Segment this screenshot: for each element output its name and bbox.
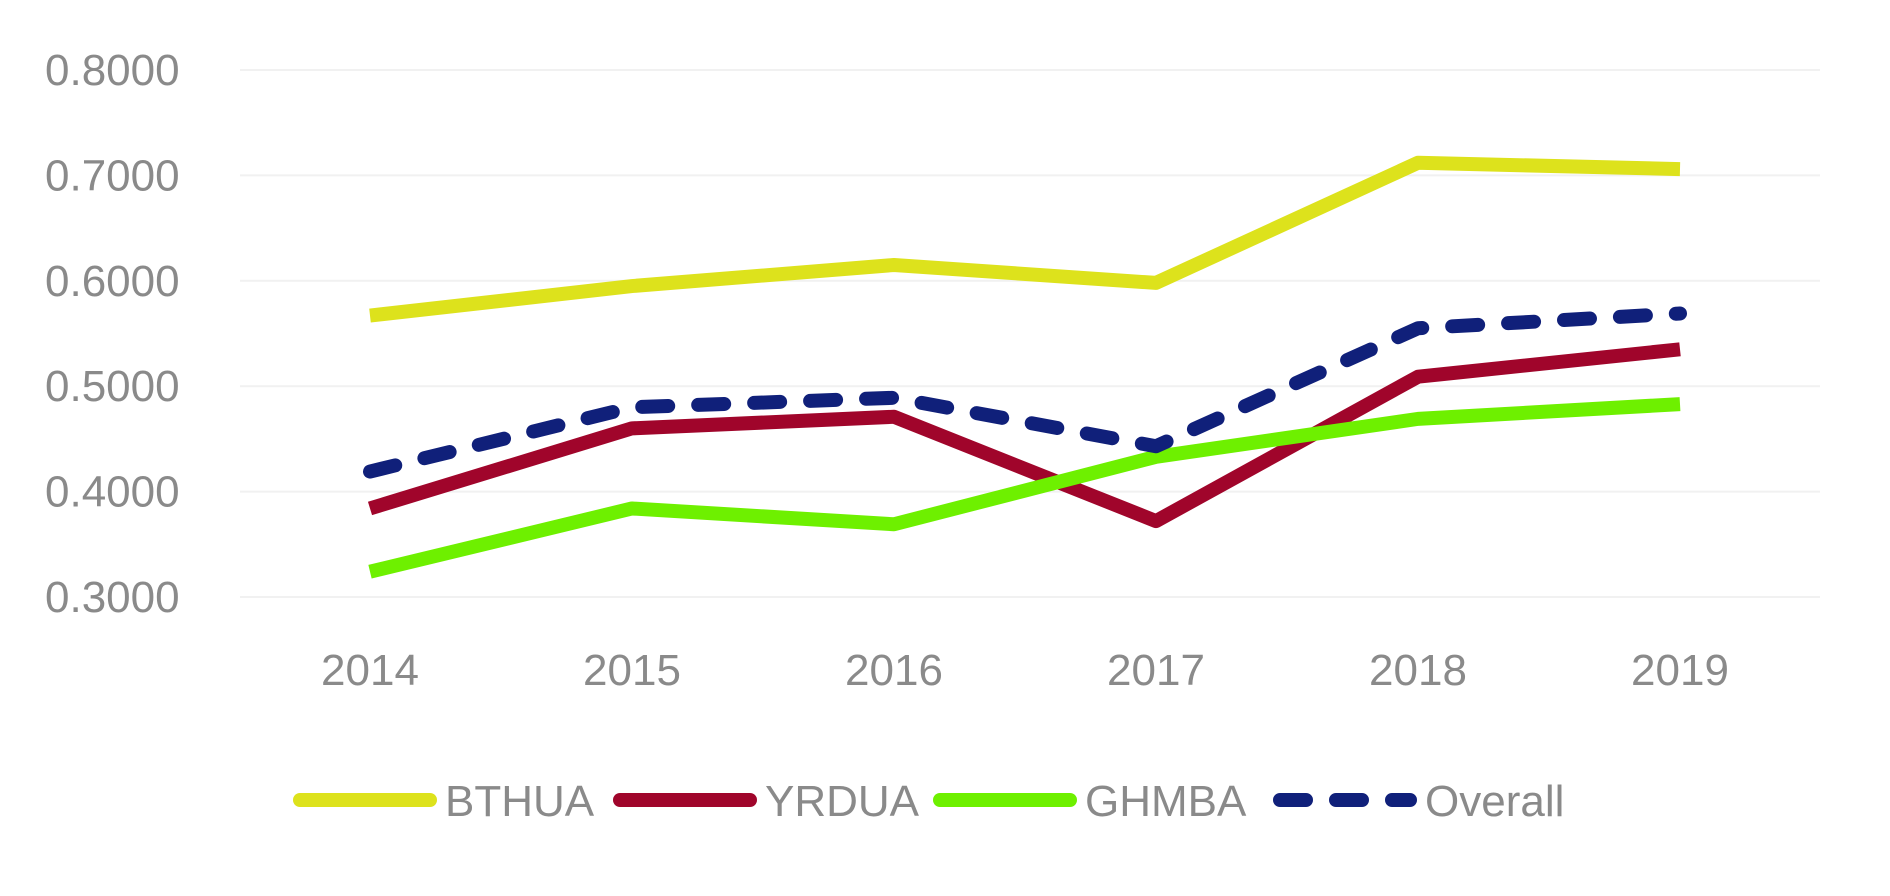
series-overall xyxy=(363,306,1687,479)
data-point xyxy=(630,405,634,409)
y-tick-label: 0.5000 xyxy=(45,362,180,411)
y-tick-label: 0.3000 xyxy=(45,573,180,622)
data-point xyxy=(368,570,372,574)
x-axis-ticks: 2014 2015 2016 2017 2018 2019 xyxy=(321,646,1729,695)
x-tick-label: 2014 xyxy=(321,646,419,695)
y-tick-label: 0.6000 xyxy=(45,257,180,306)
legend-label: BTHUA xyxy=(445,777,595,826)
legend-item-ghmba: GHMBA xyxy=(933,777,1247,826)
data-point xyxy=(630,506,634,510)
data-point xyxy=(630,284,634,288)
data-point xyxy=(1678,402,1682,406)
series-ghmba xyxy=(368,397,1682,579)
data-point xyxy=(368,470,372,474)
data-point xyxy=(368,314,372,318)
data-point xyxy=(1154,455,1158,459)
data-point xyxy=(1678,311,1682,315)
x-tick-label: 2017 xyxy=(1107,646,1205,695)
y-axis-ticks: 0.8000 0.7000 0.6000 0.5000 0.4000 0.3000 xyxy=(45,46,180,622)
data-point xyxy=(1154,444,1158,448)
x-tick-label: 2016 xyxy=(845,646,943,695)
y-tick-label: 0.4000 xyxy=(45,468,180,517)
series-line xyxy=(368,397,1681,579)
y-tick-label: 0.8000 xyxy=(45,46,180,95)
x-tick-label: 2015 xyxy=(583,646,681,695)
series-line xyxy=(367,342,1681,529)
y-tick-label: 0.7000 xyxy=(45,151,180,200)
legend: BTHUA YRDUA GHMBA Overall xyxy=(293,777,1564,826)
data-point xyxy=(1678,167,1682,171)
gridlines xyxy=(240,69,1820,598)
data-point xyxy=(1154,519,1158,523)
series-line xyxy=(369,155,1681,323)
data-point xyxy=(892,522,896,526)
series-bthua xyxy=(368,155,1682,323)
series-line xyxy=(363,306,1687,479)
legend-item-overall: Overall xyxy=(1273,777,1564,826)
legend-label: Overall xyxy=(1425,777,1564,826)
x-tick-label: 2018 xyxy=(1369,646,1467,695)
data-point xyxy=(1416,375,1420,379)
series-lines xyxy=(363,155,1687,579)
data-point xyxy=(892,415,896,419)
legend-item-yrdua: YRDUA xyxy=(613,777,920,826)
data-point xyxy=(368,506,372,510)
x-tick-label: 2019 xyxy=(1631,646,1729,695)
series-yrdua xyxy=(367,342,1682,529)
data-point xyxy=(1416,326,1420,330)
legend-item-bthua: BTHUA xyxy=(293,777,595,826)
legend-label: GHMBA xyxy=(1085,777,1247,826)
data-point xyxy=(1416,161,1420,165)
data-point xyxy=(630,426,634,430)
data-point xyxy=(892,263,896,267)
data-point xyxy=(892,396,896,400)
data-point xyxy=(1154,281,1158,285)
data-point xyxy=(1678,347,1682,351)
legend-label: YRDUA xyxy=(765,777,920,826)
data-point xyxy=(1416,417,1420,421)
